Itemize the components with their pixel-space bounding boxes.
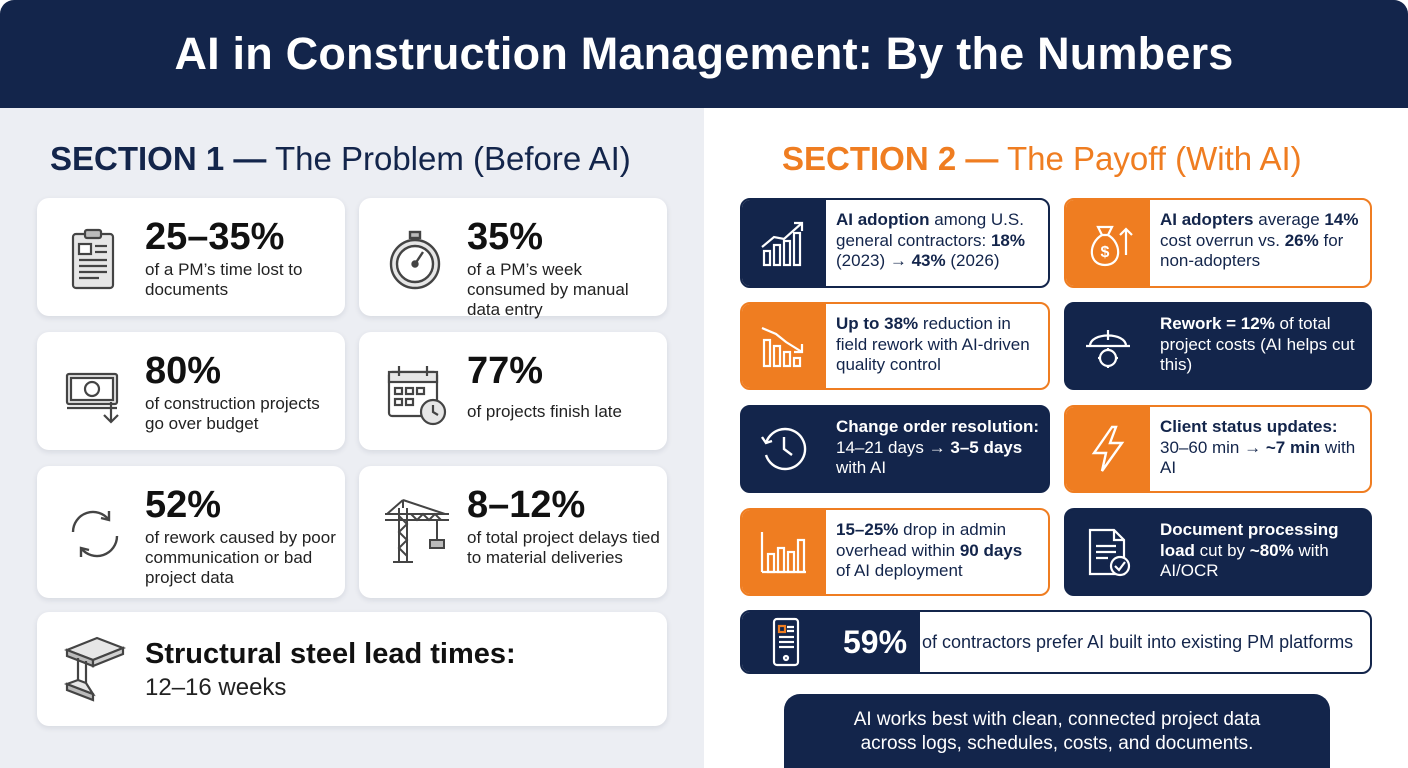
footer-line-2: across logs, schedules, costs, and docum… (860, 733, 1254, 754)
steel-title: Structural steel lead times: (145, 638, 516, 670)
section2-prefix: SECTION 2 — (782, 140, 999, 177)
payoff-card-field-rework: Up to 38% reduction in field rework with… (740, 302, 1050, 390)
document-check-icon (1066, 510, 1150, 594)
crane-icon (381, 496, 453, 568)
stat-value: 8–12% (467, 484, 586, 526)
stat-value: 52% (145, 484, 222, 526)
stat-card-documents: 25–35% of a PM’s time lost to documents (37, 198, 345, 316)
stat-value: 25–35% (145, 216, 285, 258)
section1-prefix: SECTION 1 — (50, 140, 267, 177)
page-title: AI in Construction Management: By the Nu… (174, 28, 1234, 79)
payoff-text: AI adopters average 14% cost overrun vs.… (1160, 210, 1359, 270)
stat-value: 80% (145, 350, 222, 392)
payoff-card-rework-costs: Rework = 12% of total project costs (AI … (1064, 302, 1372, 390)
growth-chart-icon (742, 200, 826, 286)
money-down-icon (59, 358, 131, 430)
payoff-text: 15–25% drop in admin overhead within 90 … (836, 520, 1023, 580)
stat-desc: of construction projects go over budget (145, 394, 320, 433)
section2-title: SECTION 2 — The Payoff (With AI) (782, 140, 1302, 178)
mobile-app-icon (742, 612, 830, 672)
lightning-icon (1066, 407, 1150, 491)
section1-title: SECTION 1 — The Problem (Before AI) (50, 140, 631, 178)
stat-desc: of projects finish late (467, 402, 622, 421)
stat-card-rework: 52% of rework caused by poor communicati… (37, 466, 345, 598)
stat-card-delays: 8–12% of total project delays tied to ma… (359, 466, 667, 598)
money-bag-icon: $ (1066, 200, 1150, 286)
stat-card-steel: Structural steel lead times: 12–16 weeks (37, 612, 667, 726)
header-banner: AI in Construction Management: By the Nu… (0, 0, 1408, 108)
hardhat-gear-icon (1066, 304, 1150, 388)
stat-desc: of total project delays tied to material… (467, 528, 660, 567)
stat-desc: of a PM’s week consumed by manual data e… (467, 260, 629, 319)
clipboard-icon (59, 224, 131, 296)
bar-chart-icon (742, 510, 826, 594)
stopwatch-icon (381, 224, 453, 296)
steel-subtitle: 12–16 weeks (145, 674, 287, 701)
clock-icon (742, 407, 826, 491)
payoff-text: Up to 38% reduction in field rework with… (836, 314, 1030, 374)
steel-beam-icon (59, 632, 131, 704)
declining-bars-icon (742, 304, 826, 388)
payoff-card-adoption: AI adoption among U.S. general contracto… (740, 198, 1050, 288)
calendar-clock-icon (381, 358, 453, 430)
stat-card-late: 77% of projects finish late (359, 332, 667, 450)
payoff-card-cost-overrun: $ AI adopters average 14% cost overrun v… (1064, 198, 1372, 288)
payoff-text: Document processing load cut by ~80% wit… (1160, 520, 1339, 580)
svg-text:$: $ (1101, 244, 1110, 261)
stat-card-budget: 80% of construction projects go over bud… (37, 332, 345, 450)
payoff-card-document-processing: Document processing load cut by ~80% wit… (1064, 508, 1372, 596)
stat-value: 35% (467, 216, 544, 258)
section1-rest: The Problem (Before AI) (266, 140, 631, 177)
pm-platforms-text: of contractors prefer AI built into exis… (922, 632, 1354, 652)
pm-platforms-percent: 59% (830, 612, 920, 672)
payoff-card-change-order: Change order resolution: 14–21 days → 3–… (740, 405, 1050, 493)
payoff-card-admin-overhead: 15–25% drop in admin overhead within 90 … (740, 508, 1050, 596)
payoff-text: AI adoption among U.S. general contracto… (836, 210, 1025, 270)
section2-rest: The Payoff (With AI) (998, 140, 1302, 177)
stat-desc: of a PM’s time lost to documents (145, 260, 303, 299)
refresh-cycle-icon (59, 498, 131, 570)
payoff-text: Change order resolution: 14–21 days → 3–… (836, 417, 1040, 477)
payoff-card-pm-platforms: 59% of contractors prefer AI built into … (740, 610, 1372, 674)
footer-line-1: AI works best with clean, connected proj… (853, 709, 1261, 730)
payoff-text: Client status updates: 30–60 min → ~7 mi… (1160, 417, 1356, 477)
stat-desc: of rework caused by poor communication o… (145, 528, 336, 587)
stat-card-data-entry: 35% of a PM’s week consumed by manual da… (359, 198, 667, 319)
footer-callout: AI works best with clean, connected proj… (784, 694, 1330, 768)
stat-value: 77% (467, 350, 544, 392)
payoff-card-client-updates: Client status updates: 30–60 min → ~7 mi… (1064, 405, 1372, 493)
payoff-text: Rework = 12% of total project costs (AI … (1160, 314, 1355, 374)
